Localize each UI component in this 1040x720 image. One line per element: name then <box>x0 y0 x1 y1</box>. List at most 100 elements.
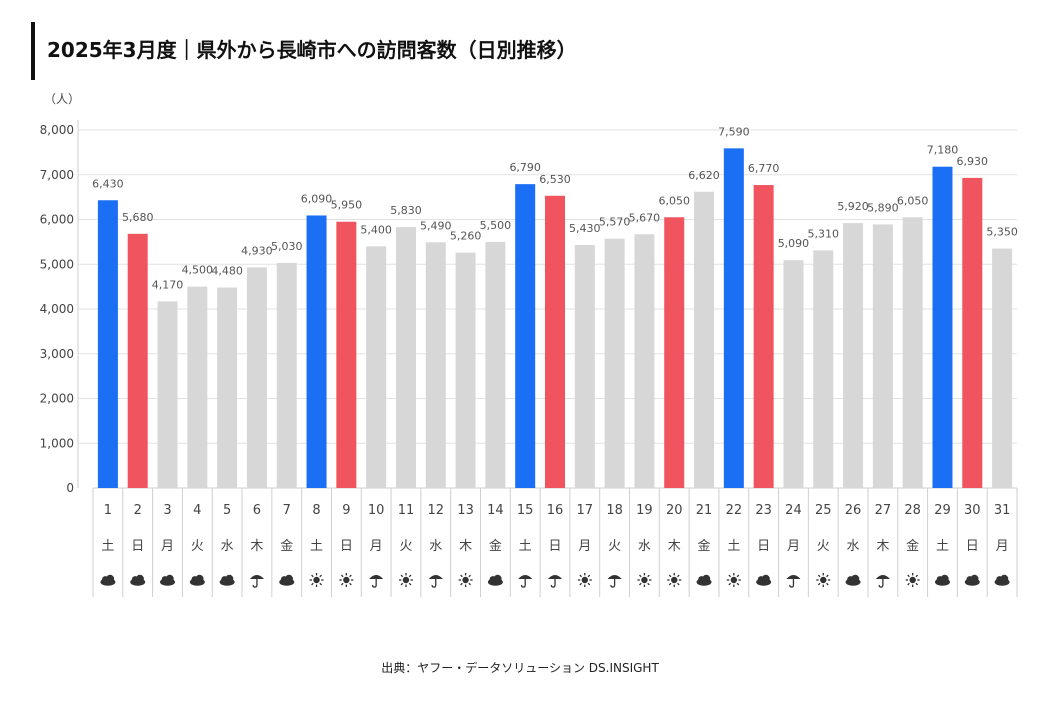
rain-icon <box>369 575 384 588</box>
x-tick-label: 19 <box>636 503 653 518</box>
weekday-label: 月 <box>161 539 174 554</box>
weekday-label: 日 <box>757 539 770 554</box>
data-label: 6,620 <box>688 169 720 182</box>
bar <box>455 252 476 488</box>
weekday-label: 日 <box>131 539 144 554</box>
x-tick-label: 2 <box>134 503 142 518</box>
data-label: 5,030 <box>271 240 303 253</box>
weekday-label: 月 <box>787 539 800 554</box>
data-label: 6,430 <box>92 177 124 190</box>
x-tick-label: 24 <box>785 503 802 518</box>
bar <box>574 245 595 488</box>
bar <box>425 242 446 488</box>
rain-icon <box>518 575 533 588</box>
title-accent-bar <box>31 22 35 80</box>
weekday-label: 月 <box>996 539 1009 554</box>
x-tick-label: 31 <box>994 503 1011 518</box>
weekday-label: 木 <box>876 539 889 554</box>
weekday-label: 月 <box>370 539 383 554</box>
weekday-label: 金 <box>906 538 919 554</box>
data-label: 6,530 <box>539 173 571 186</box>
y-axis-label: （人） <box>44 92 80 106</box>
bar <box>992 248 1013 488</box>
weekday-label: 金 <box>280 538 293 554</box>
weekday-label: 火 <box>399 539 412 554</box>
data-label: 5,920 <box>837 200 869 213</box>
bar <box>306 215 327 488</box>
sun-icon <box>816 573 831 587</box>
bar <box>962 177 983 488</box>
data-label: 5,950 <box>331 199 363 212</box>
x-tick-label: 21 <box>696 503 713 518</box>
weekday-label: 水 <box>847 539 860 554</box>
data-label: 6,050 <box>897 194 929 207</box>
x-tick-label: 23 <box>755 503 772 518</box>
x-tick-label: 1 <box>104 503 112 518</box>
bar <box>187 286 208 488</box>
y-tick-label: 6,000 <box>40 213 74 227</box>
x-tick-label: 26 <box>845 503 862 518</box>
x-tick-label: 8 <box>312 503 320 518</box>
data-label: 4,500 <box>182 264 214 277</box>
cloud-icon <box>934 574 950 586</box>
bar <box>694 191 715 488</box>
bar <box>872 224 893 489</box>
data-label: 5,680 <box>122 211 154 224</box>
x-tick-label: 7 <box>283 503 291 518</box>
data-label: 7,590 <box>718 125 750 138</box>
data-label: 5,260 <box>450 230 482 243</box>
data-label: 6,090 <box>301 192 333 205</box>
rain-icon <box>607 575 622 588</box>
sun-icon <box>637 573 652 587</box>
bar <box>753 185 774 489</box>
chart-title: 2025年3月度｜県外から長崎市への訪問客数（日別推移） <box>47 38 577 62</box>
data-label: 4,480 <box>211 265 243 278</box>
data-label: 5,890 <box>867 201 899 214</box>
bar <box>932 166 953 488</box>
weekday-label: 土 <box>519 539 532 554</box>
bar <box>723 148 744 488</box>
weekday-label: 日 <box>966 539 979 554</box>
x-tick-label: 9 <box>342 503 350 518</box>
bar <box>366 246 387 488</box>
cloud-icon <box>189 574 205 586</box>
x-tick-label: 25 <box>815 503 832 518</box>
x-tick-label: 6 <box>253 503 261 518</box>
y-tick-label: 2,000 <box>40 392 74 406</box>
weekday-label: 木 <box>668 539 681 554</box>
bar <box>783 260 804 488</box>
rain-icon <box>428 575 443 588</box>
sun-icon <box>398 573 413 587</box>
data-label: 7,180 <box>927 144 959 157</box>
bar <box>127 233 148 488</box>
data-label: 6,050 <box>658 194 690 207</box>
x-tick-label: 28 <box>904 503 921 518</box>
weekday-label: 水 <box>638 539 651 554</box>
cloud-icon <box>219 574 235 586</box>
data-label: 5,570 <box>599 216 631 229</box>
sun-icon <box>458 573 473 587</box>
data-label: 4,930 <box>241 244 273 257</box>
weekday-label: 火 <box>608 539 621 554</box>
cloud-icon <box>100 574 116 586</box>
bar <box>217 287 238 488</box>
cloud-icon <box>130 574 146 586</box>
data-label: 6,790 <box>509 161 541 174</box>
x-tick-label: 18 <box>606 503 623 518</box>
bar <box>515 184 536 488</box>
data-label: 5,490 <box>420 219 452 232</box>
weekday-label: 日 <box>340 539 353 554</box>
weekday-label: 土 <box>727 539 740 554</box>
y-tick-label: 5,000 <box>40 257 74 271</box>
x-tick-label: 22 <box>726 503 743 518</box>
data-label: 6,770 <box>748 162 780 175</box>
bar <box>97 200 118 488</box>
x-tick-label: 12 <box>428 503 445 518</box>
weekday-label: 金 <box>489 538 502 554</box>
bar <box>902 217 923 488</box>
x-tick-label: 29 <box>934 503 951 518</box>
bar <box>276 262 297 488</box>
x-tick-label: 20 <box>666 503 683 518</box>
weekday-label: 土 <box>936 539 949 554</box>
